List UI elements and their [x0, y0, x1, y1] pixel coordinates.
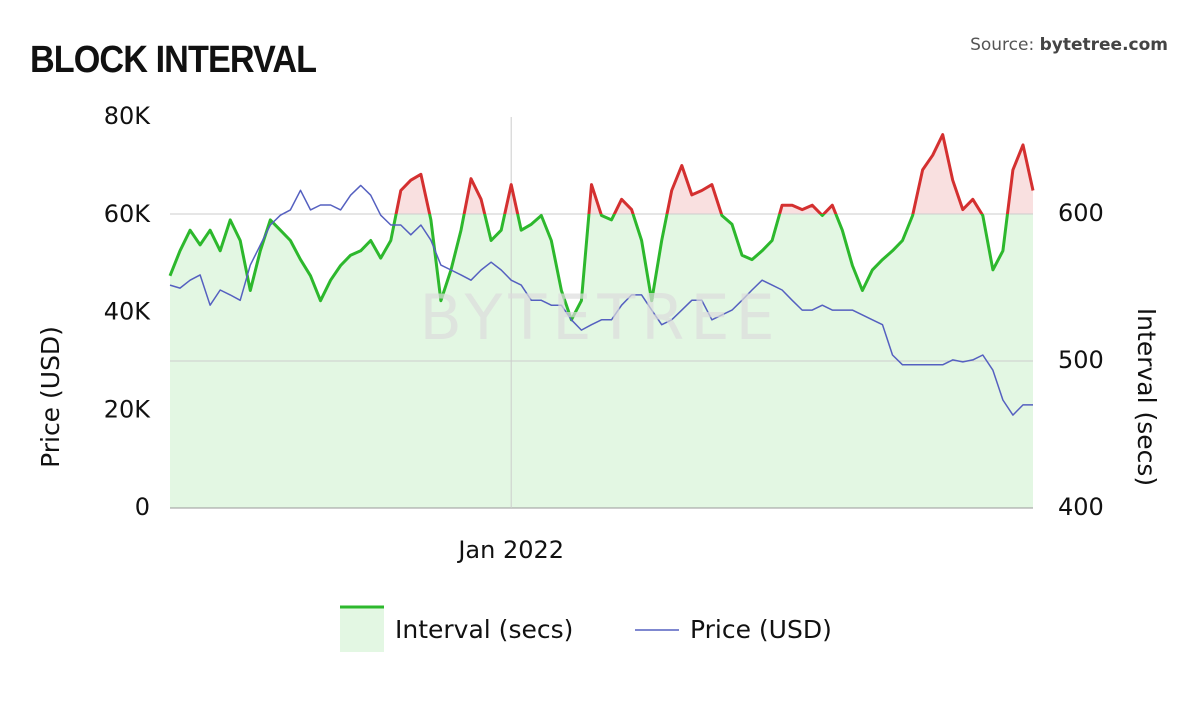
x-tick-label: Jan 2022 — [456, 536, 564, 564]
interval-line — [168, 214, 1009, 322]
source: Source: bytetree.com — [970, 35, 1168, 55]
chart-title: BLOCK INTERVAL — [30, 37, 316, 80]
y-tick-label: 0 — [135, 493, 150, 521]
interval-area-above — [396, 134, 1033, 215]
legend-label: Price (USD) — [690, 615, 832, 644]
y-tick-label: 80K — [104, 102, 152, 130]
source-site: bytetree.com — [1040, 35, 1168, 55]
price-line — [169, 184, 1033, 416]
legend-swatch — [340, 606, 384, 652]
y2-tick-label: 500 — [1058, 346, 1104, 374]
source-label: Source: — [970, 35, 1034, 55]
y-tick-label: 20K — [104, 395, 152, 423]
legend: Interval (secs) Price (USD) — [340, 605, 832, 652]
y-tick-label: 60K — [104, 200, 152, 228]
y2-tick-label: 600 — [1058, 199, 1104, 227]
plot-area: 400 500 600 0 20K 40K 60K 80K Jan 2022 — [104, 102, 1104, 564]
y-axis-label: Price (USD) — [36, 326, 65, 468]
y-tick-label: 40K — [104, 298, 152, 326]
y2-tick-label: 400 — [1058, 493, 1104, 521]
y2-axis-label: Interval (secs) — [1132, 308, 1161, 486]
watermark: BYTETREE — [419, 281, 780, 354]
legend-label: Interval (secs) — [395, 615, 573, 644]
